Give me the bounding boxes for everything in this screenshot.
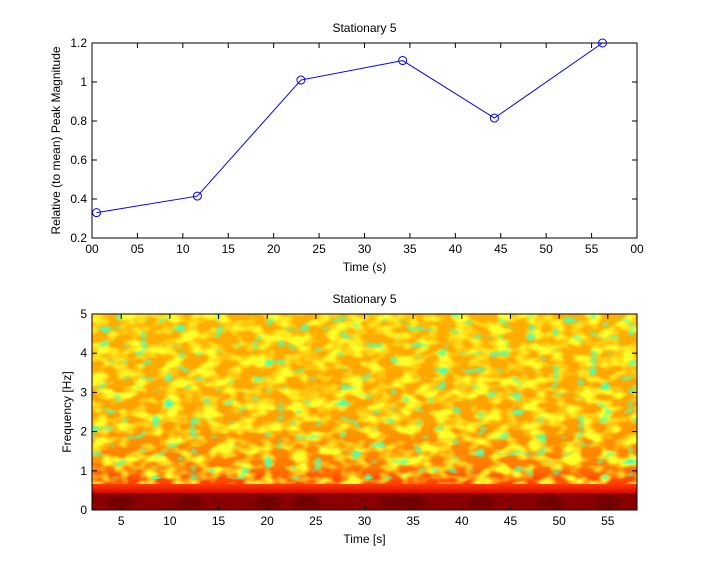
top-y-ticks: 0.2 0.4 0.6 0.8 1 1.2 bbox=[70, 36, 637, 245]
top-x-tick-label: 15 bbox=[222, 242, 236, 256]
top-x-tick-label: 05 bbox=[131, 242, 145, 256]
top-x-tick-label: 35 bbox=[403, 242, 417, 256]
top-chart: Stationary 5 Time (s) Relative (to mean)… bbox=[49, 21, 644, 274]
top-x-tick-label: 40 bbox=[449, 242, 463, 256]
bottom-y-tick-label: 4 bbox=[80, 346, 87, 360]
top-y-tick-label: 0.8 bbox=[70, 114, 87, 128]
bottom-x-tick-label: 30 bbox=[358, 514, 372, 528]
top-y-tick-label: 0.6 bbox=[70, 153, 87, 167]
series-line bbox=[96, 42, 603, 214]
data-point-marker bbox=[192, 191, 202, 201]
bottom-x-tick-label: 5 bbox=[118, 514, 125, 528]
bottom-chart-title: Stationary 5 bbox=[332, 292, 396, 306]
bottom-y-tick-label: 2 bbox=[80, 425, 87, 439]
top-plot-area bbox=[91, 42, 638, 239]
bottom-x-tick-label: 20 bbox=[260, 514, 274, 528]
top-x-tick-label: 55 bbox=[585, 242, 599, 256]
bottom-y-tick-label: 3 bbox=[80, 385, 87, 399]
top-series bbox=[92, 38, 607, 218]
bottom-y-tick-label: 0 bbox=[80, 503, 87, 517]
data-point-marker bbox=[296, 75, 306, 85]
bottom-x-tick-label: 40 bbox=[455, 514, 469, 528]
bottom-y-tick-label: 1 bbox=[80, 464, 87, 478]
bottom-x-tick-label: 15 bbox=[212, 514, 226, 528]
data-point-marker bbox=[92, 208, 102, 218]
bottom-x-tick-label: 55 bbox=[601, 514, 615, 528]
bottom-x-tick-label: 10 bbox=[163, 514, 177, 528]
top-y-tick-label: 1.2 bbox=[70, 36, 87, 50]
bottom-chart: Stationary 5 Time [s] Frequency [Hz] 5 10… bbox=[60, 292, 638, 546]
data-point-marker bbox=[489, 113, 499, 123]
bottom-x-tick-label: 50 bbox=[552, 514, 566, 528]
bottom-y-tick-label: 5 bbox=[80, 307, 87, 321]
top-y-tick-label: 0.4 bbox=[70, 192, 87, 206]
top-x-tick-label: 25 bbox=[312, 242, 326, 256]
top-x-axis-label: Time (s) bbox=[343, 260, 387, 274]
top-x-tick-label: 10 bbox=[176, 242, 190, 256]
spectrogram-image bbox=[92, 314, 637, 510]
top-x-ticks: 00 05 10 15 20 25 30 35 40 45 50 55 00 bbox=[85, 43, 644, 256]
bottom-y-ticks: 0 1 2 3 4 5 bbox=[80, 307, 637, 517]
top-y-tick-label: 1 bbox=[80, 75, 87, 89]
top-x-tick-label: 00 bbox=[85, 242, 99, 256]
bottom-x-tick-label: 25 bbox=[309, 514, 323, 528]
data-point-marker bbox=[398, 56, 408, 66]
top-x-tick-label: 00 bbox=[630, 242, 644, 256]
top-chart-title: Stationary 5 bbox=[332, 21, 396, 35]
top-y-tick-label: 0.2 bbox=[70, 231, 87, 245]
top-x-tick-label: 30 bbox=[358, 242, 372, 256]
top-x-tick-label: 50 bbox=[539, 242, 553, 256]
bottom-y-axis-label: Frequency [Hz] bbox=[60, 371, 74, 452]
bottom-x-tick-label: 35 bbox=[406, 514, 420, 528]
data-point-marker bbox=[597, 38, 607, 48]
bottom-x-tick-label: 45 bbox=[504, 514, 518, 528]
top-y-axis-label: Relative (to mean) Peak Magnitude bbox=[49, 46, 63, 234]
top-x-tick-label: 20 bbox=[267, 242, 281, 256]
bottom-x-ticks: 5 10 15 20 25 30 35 40 45 50 55 bbox=[118, 314, 615, 528]
bottom-x-axis-label: Time [s] bbox=[343, 532, 385, 546]
top-x-tick-label: 45 bbox=[494, 242, 508, 256]
